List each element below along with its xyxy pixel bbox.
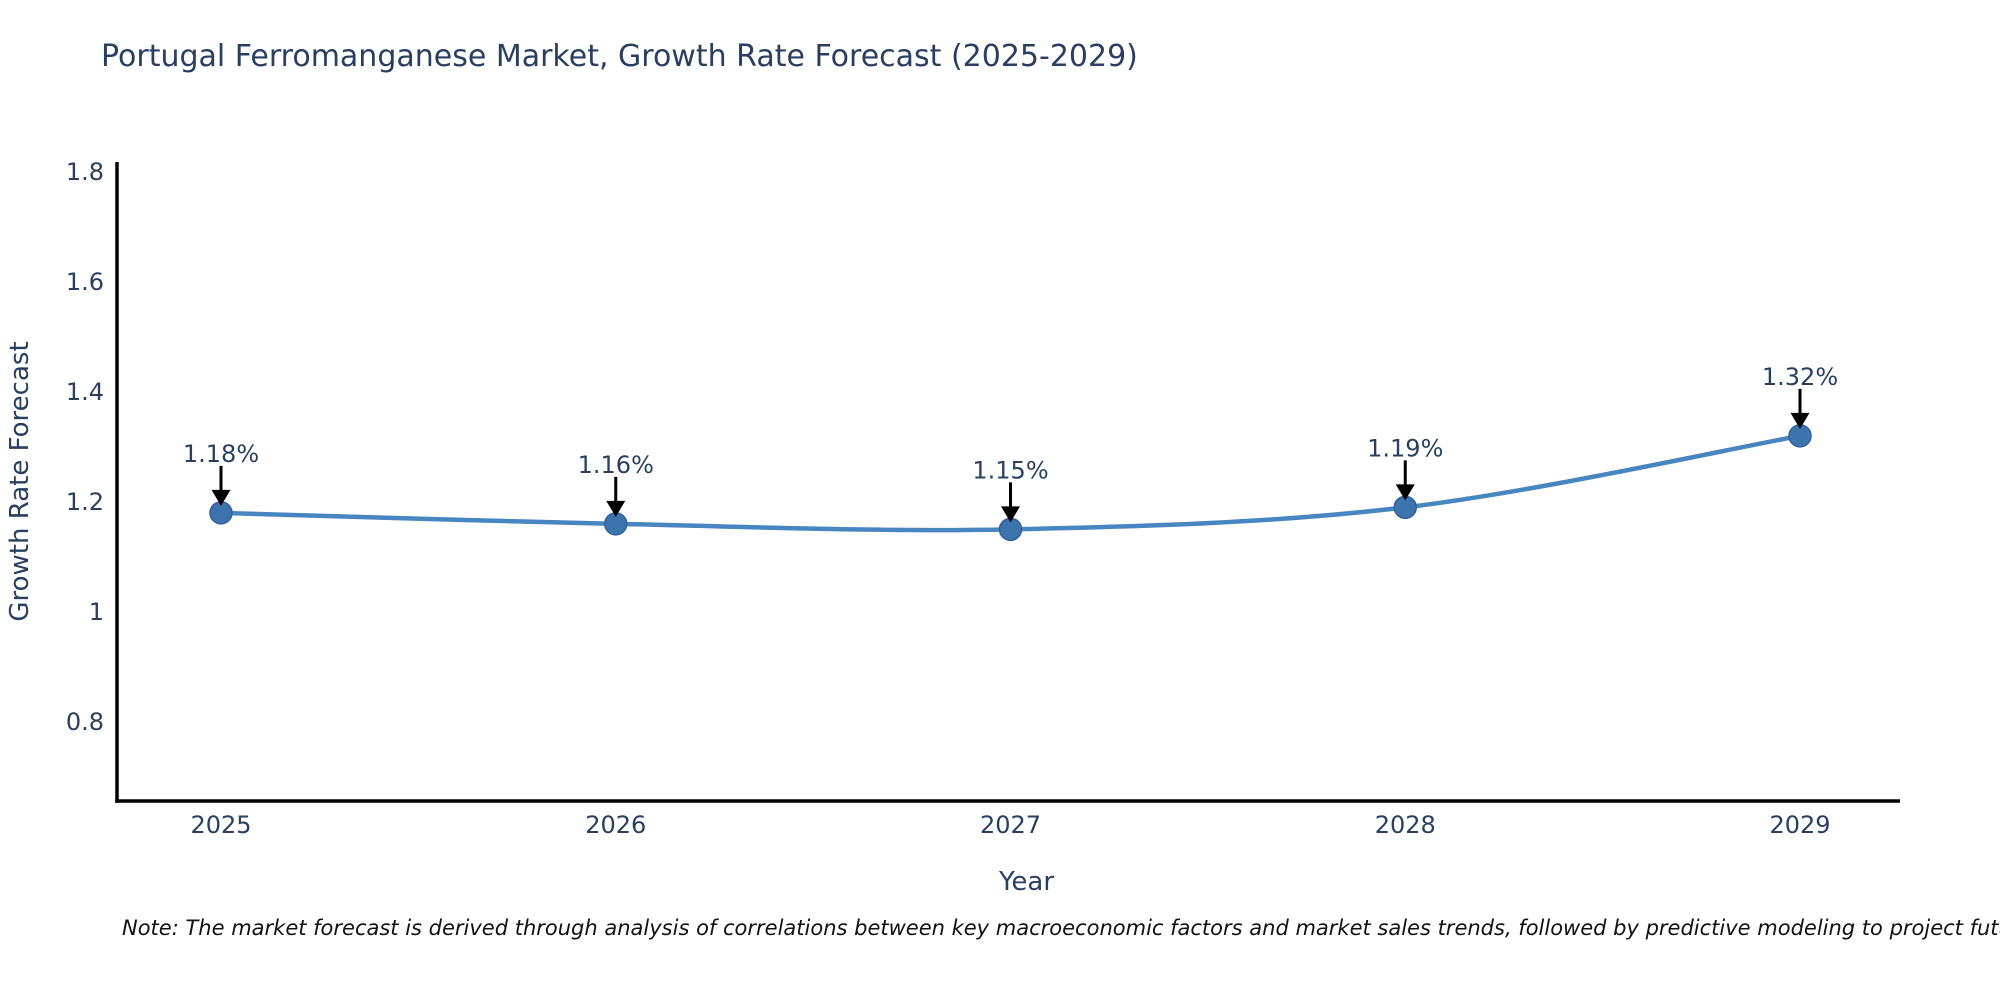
annotation-label: 1.16% [578, 451, 654, 479]
y-tick-label: 1.2 [66, 488, 104, 516]
y-tick-label: 1 [89, 598, 104, 626]
x-tick-label: 2025 [190, 811, 251, 839]
x-axis-title: Year [998, 867, 1054, 897]
footnote: Note: The market forecast is derived thr… [122, 916, 2000, 940]
y-tick-label: 1.6 [66, 268, 104, 296]
annotation-label: 1.32% [1762, 363, 1838, 391]
annotation-arrow-head [1001, 506, 1020, 523]
y-tick-label: 1.4 [66, 378, 104, 406]
x-tick-label: 2027 [980, 811, 1041, 839]
annotation-label: 1.18% [183, 440, 259, 468]
x-tick-label: 2029 [1769, 811, 1830, 839]
annotation-label: 1.19% [1367, 434, 1443, 462]
annotation-label: 1.15% [972, 456, 1048, 484]
x-tick-label: 2026 [585, 811, 646, 839]
annotation-arrow-head [211, 489, 231, 506]
y-axis-title: Growth Rate Forecast [5, 341, 35, 621]
chart-title: Portugal Ferromanganese Market, Growth R… [101, 39, 1138, 74]
y-tick-label: 0.8 [66, 708, 104, 736]
annotation-arrow-head [1395, 484, 1415, 501]
annotation-arrow-head [1790, 412, 1810, 429]
y-tick-label: 1.8 [66, 158, 104, 186]
annotation-arrow-head [606, 500, 626, 517]
x-tick-label: 2028 [1375, 811, 1436, 839]
